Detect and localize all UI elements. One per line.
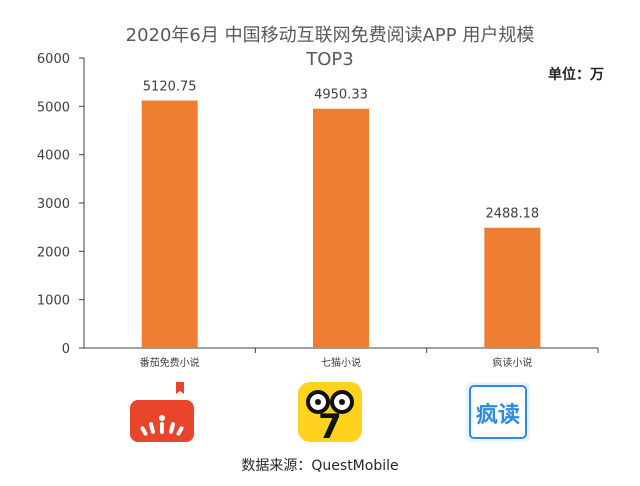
bar-value-label: 5120.75 <box>143 79 197 94</box>
chart-subtitle: TOP3 <box>306 49 354 70</box>
fanqie-logo-icon <box>130 382 194 442</box>
data-source: 数据来源：QuestMobile <box>241 458 399 474</box>
bar <box>484 227 541 348</box>
y-tick-label: 6000 <box>37 52 70 67</box>
y-tick-label: 2000 <box>37 245 70 260</box>
y-tick-label: 4000 <box>37 149 70 164</box>
chart-title: 2020年6月 中国移动互联网免费阅读APP 用户规模 <box>125 25 535 46</box>
bar-value-label: 4950.33 <box>314 88 368 103</box>
bar <box>141 100 198 348</box>
unit-label: 单位：万 <box>548 67 604 83</box>
x-tick-label: 番茄免费小说 <box>140 356 200 369</box>
x-tick-label: 疯读小说 <box>492 356 532 369</box>
qimao-logo-glyph: 7 <box>318 407 342 442</box>
fengdu-logo-icon: 疯读 <box>466 382 530 442</box>
y-tick-label: 0 <box>62 342 70 357</box>
qimao-logo-icon: 7 <box>298 382 362 442</box>
bar-value-label: 2488.18 <box>485 207 539 222</box>
y-tick-label: 5000 <box>37 100 70 115</box>
y-tick-label: 1000 <box>37 294 70 309</box>
bar <box>313 108 369 349</box>
fengdu-logo-text: 疯读 <box>476 402 520 428</box>
x-tick-label: 七猫小说 <box>321 356 361 369</box>
y-tick-label: 3000 <box>37 197 70 212</box>
